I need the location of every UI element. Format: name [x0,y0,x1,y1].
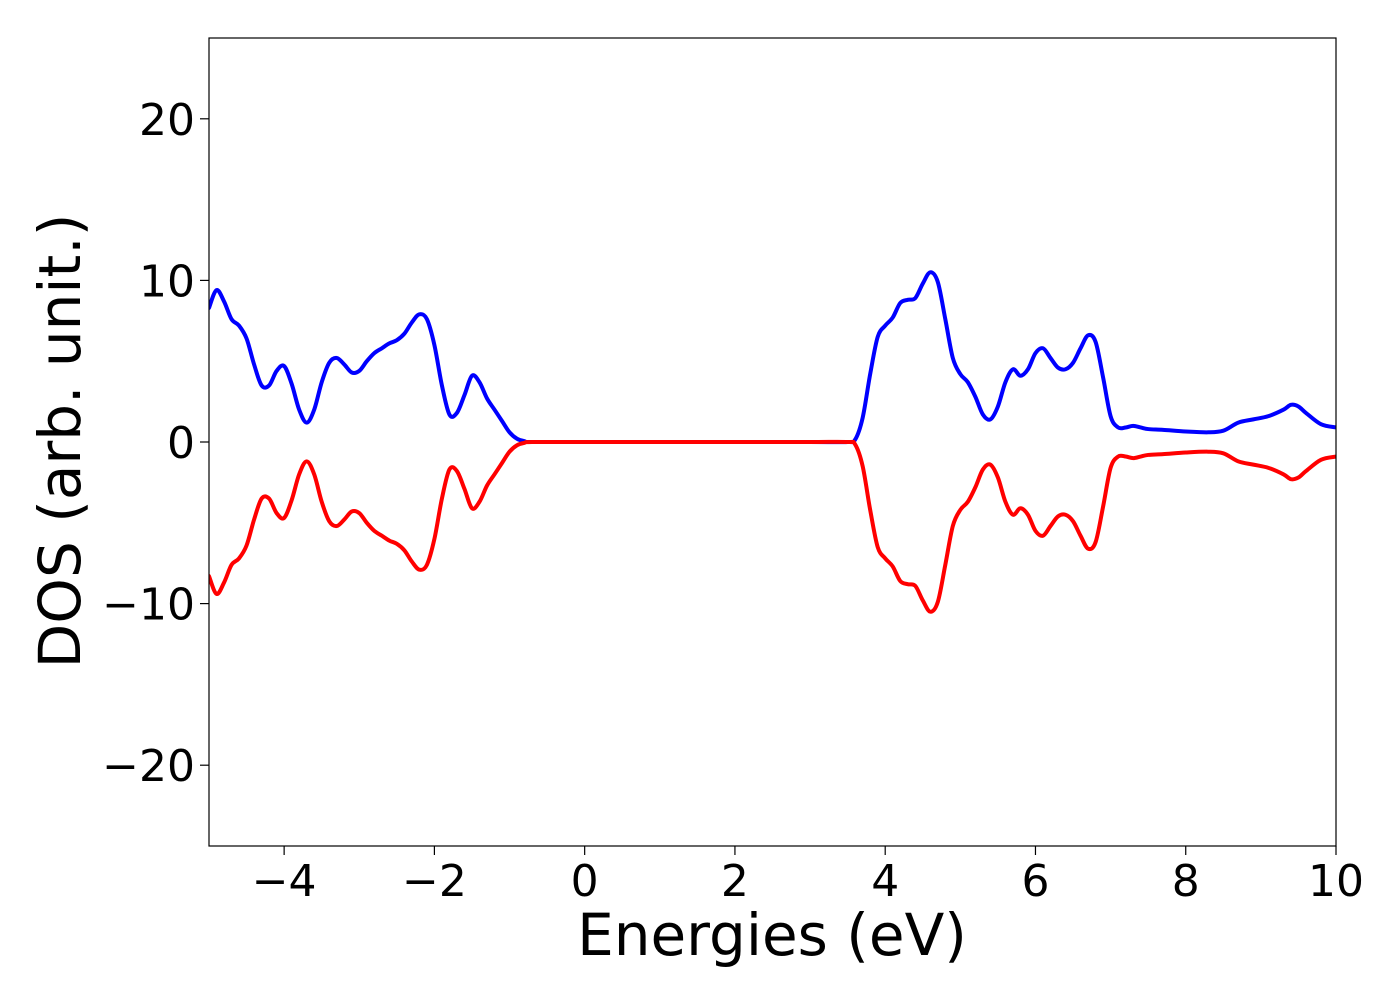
y-axis-title: DOS (arb. unit.) [26,214,94,669]
x-tick-label: 4 [871,856,899,907]
x-axis-title: Energies (eV) [577,901,967,969]
x-tick-label: 6 [1021,856,1049,907]
series-layer [209,270,1336,614]
y-tick-label: 0 [167,418,195,469]
x-tick-label: 0 [571,856,599,907]
series-line-2 [209,439,1336,614]
y-tick-label: 20 [139,95,195,146]
x-tick-label: −2 [402,856,467,907]
series-line-1 [209,270,1336,445]
y-tick-label: −20 [102,741,195,792]
x-tick-label: 2 [721,856,749,907]
y-tick-label: 10 [139,256,195,307]
x-tick-label: −4 [252,856,317,907]
x-tick-label: 8 [1172,856,1200,907]
y-tick-label: −10 [102,580,195,631]
x-tick-label: 10 [1308,856,1364,907]
